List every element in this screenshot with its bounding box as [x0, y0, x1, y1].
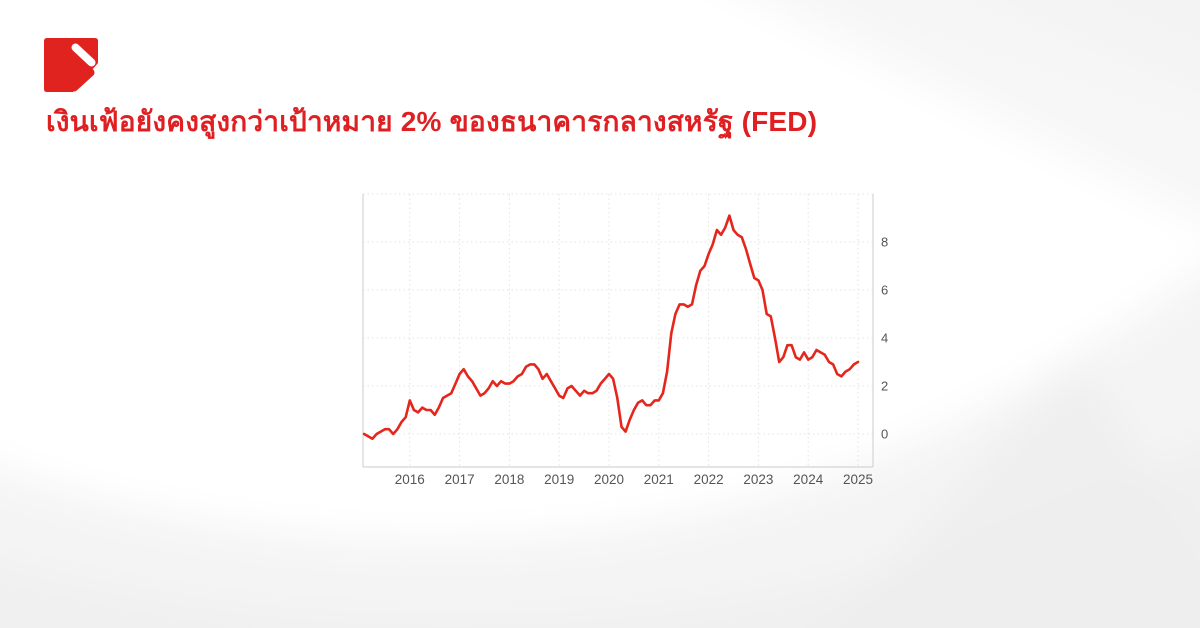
- x-tick-label: 2019: [544, 472, 574, 487]
- logo-slash-bottom: [70, 68, 95, 92]
- y-tick-label: 4: [881, 331, 888, 346]
- x-tick-label: 2016: [395, 472, 425, 487]
- logo-slash-top: [71, 43, 96, 67]
- headline: เงินเฟ้อยังคงสูงกว่าเป้าหมาย 2% ของธนาคา…: [46, 100, 817, 144]
- swoosh-top-right-band: [760, 0, 1200, 220]
- x-tick-label: 2020: [594, 472, 624, 487]
- swoosh-bottom-left: [0, 600, 253, 628]
- y-tick-label: 0: [881, 427, 888, 442]
- x-tick-label: 2025: [843, 472, 873, 487]
- y-tick-label: 2: [881, 379, 888, 394]
- x-tick-label: 2017: [445, 472, 475, 487]
- headline-text-1: เงินเฟ้อยังคงสูงกว่าเป้าหมาย: [46, 106, 401, 137]
- x-tick-label: 2018: [494, 472, 524, 487]
- inflation-line: [362, 214, 860, 441]
- x-tick-label: 2023: [743, 472, 773, 487]
- x-tick-label: 2024: [793, 472, 824, 487]
- finnomena-logo: [44, 38, 98, 92]
- swoosh-mid-wave: [0, 273, 1200, 628]
- y-tick-label: 8: [881, 235, 888, 250]
- swoosh-bottom-right: [828, 360, 1200, 628]
- headline-bold-target: 2%: [400, 106, 442, 137]
- x-tick-label: 2022: [694, 472, 724, 487]
- x-tick-label: 2021: [644, 472, 674, 487]
- y-tick-label: 6: [881, 283, 888, 298]
- headline-bold-fed: (FED): [741, 106, 818, 137]
- headline-text-2: ของธนาคารกลางสหรัฐ: [441, 106, 742, 137]
